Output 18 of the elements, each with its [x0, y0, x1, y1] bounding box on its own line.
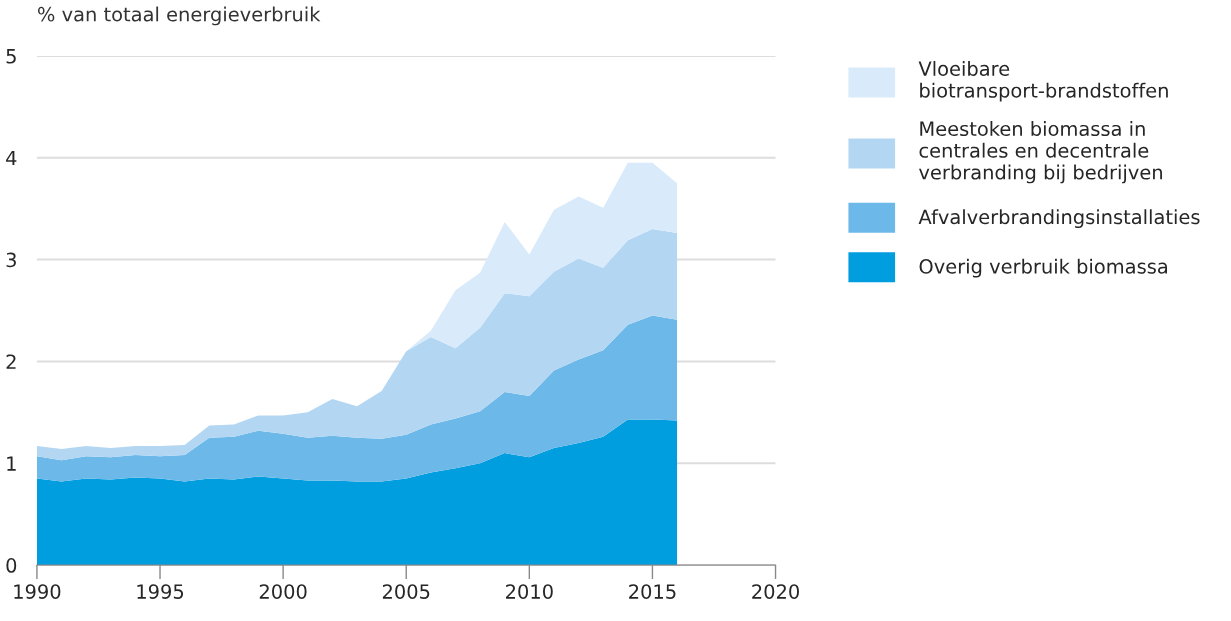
x-tick-label: 1990 [14, 584, 61, 599]
x-tick-label: 2000 [259, 584, 307, 599]
y-tick-label: 0 [6, 558, 17, 573]
y-tick-label: 2 [6, 354, 16, 369]
y-axis-title: % van totaal energieverbruik [38, 6, 321, 26]
y-tick-label: 5 [6, 49, 16, 64]
legend-label: Afvalverbrandingsinstallaties [918, 209, 1200, 229]
x-tick-label: 2015 [629, 584, 676, 599]
x-tick-label: 2010 [506, 584, 553, 599]
y-tick-label: 3 [6, 252, 16, 268]
legend-label: Overig verbruik biomassa [919, 258, 1167, 278]
legend-label: Meestoken biomassa in centrales en decentrale verbranding bij bedrijven [919, 121, 1162, 184]
y-tick-label: 1 [7, 456, 16, 471]
x-tick-label: 2020 [752, 584, 799, 599]
x-tick-label: 2005 [382, 584, 430, 599]
y-tick-label: 4 [6, 150, 17, 166]
legend-label: Vloeibare biotransport-brandstoffen [918, 60, 1168, 102]
x-tick-label: 1995 [137, 584, 184, 599]
